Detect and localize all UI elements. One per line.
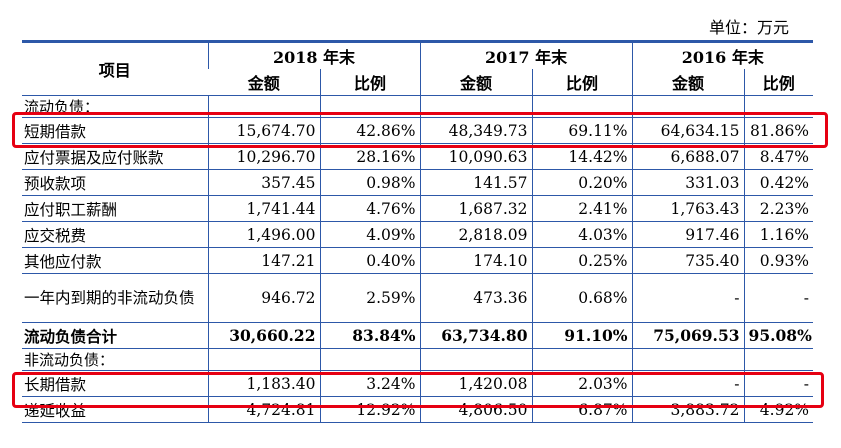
cell <box>743 95 814 118</box>
row-label: 非流动负债： <box>22 348 208 371</box>
table-row-total: 流动负债合计 30,660.22 83.84% 63,734.80 91.10%… <box>22 322 814 349</box>
header-year-2018: 2018 年末 <box>207 40 421 69</box>
cell: 15,674.70 <box>207 117 320 144</box>
cell: 1,687.32 <box>419 195 533 222</box>
cell: 48,349.73 <box>419 117 533 144</box>
header-ratio: 比例 <box>743 69 814 96</box>
highlight-box-short-term-loans <box>12 112 828 148</box>
header-amount: 金额 <box>208 69 320 96</box>
cell <box>319 95 421 118</box>
cell: 81.86% <box>743 117 814 144</box>
cell: 4,724.81 <box>207 396 320 423</box>
cell: 1,741.44 <box>207 195 320 222</box>
cell: 64,634.15 <box>631 117 745 144</box>
header-year-2017: 2017 年末 <box>419 40 633 69</box>
header-year-2016: 2016 年末 <box>631 40 814 69</box>
cell: 2,818.09 <box>419 221 533 248</box>
header-row-years: 项目 2018 年末 2017 年末 2016 年末 <box>22 40 814 96</box>
table-row: 应付职工薪酬 1,741.44 4.76% 1,687.32 2.41% 1,7… <box>22 195 814 222</box>
table-row: 应交税费 1,496.00 4.09% 2,818.09 4.03% 917.4… <box>22 221 814 248</box>
cell: 75,069.53 <box>631 322 745 349</box>
cell: 0.25% <box>531 247 633 274</box>
cell: 0.20% <box>531 169 633 196</box>
cell: - <box>743 273 814 323</box>
cell: 2.23% <box>743 195 814 222</box>
cell: 141.57 <box>419 169 533 196</box>
cell: 946.72 <box>207 273 320 323</box>
cell: 473.36 <box>419 273 533 323</box>
table-row: 其他应付款 147.21 0.40% 174.10 0.25% 735.40 0… <box>22 247 814 274</box>
cell <box>743 348 814 371</box>
row-label: 流动负债合计 <box>22 322 208 349</box>
cell: 63,734.80 <box>419 322 533 349</box>
cell: 0.42% <box>743 169 814 196</box>
cell: 0.93% <box>743 247 814 274</box>
cell: 30,660.22 <box>207 322 320 349</box>
row-label: 短期借款 <box>22 117 208 144</box>
row-label: 其他应付款 <box>22 247 208 274</box>
cell: 4.03% <box>531 221 633 248</box>
highlight-box-long-term-loans <box>12 372 824 408</box>
cell <box>207 348 320 371</box>
cell: 4.76% <box>319 195 421 222</box>
cell: 42.86% <box>319 117 421 144</box>
cell <box>631 95 745 118</box>
header-ratio: 比例 <box>531 69 633 96</box>
row-label: 一年内到期的非流动负债 <box>22 273 208 323</box>
cell: 357.45 <box>207 169 320 196</box>
cell: 2.41% <box>531 195 633 222</box>
cell <box>207 95 320 118</box>
cell: 0.40% <box>319 247 421 274</box>
section-row-current-liabilities: 流动负债： <box>22 95 814 118</box>
cell: 1,496.00 <box>207 221 320 248</box>
header-item: 项目 <box>22 40 208 96</box>
cell: 91.10% <box>531 322 633 349</box>
cell: 0.68% <box>531 273 633 323</box>
cell <box>631 348 745 371</box>
section-row-non-current-liabilities: 非流动负债： <box>22 348 814 371</box>
row-label: 预收款项 <box>22 169 208 196</box>
cell: 735.40 <box>631 247 745 274</box>
cell: 1,763.43 <box>631 195 745 222</box>
header-amount: 金额 <box>419 69 533 96</box>
row-label: 流动负债： <box>22 95 208 118</box>
row-label: 应付职工薪酬 <box>22 195 208 222</box>
cell <box>319 348 421 371</box>
cell <box>419 348 533 371</box>
cell: 174.10 <box>419 247 533 274</box>
table-row: 一年内到期的非流动负债 946.72 2.59% 473.36 0.68% - … <box>22 273 814 323</box>
table-row-short-term-loans: 短期借款 15,674.70 42.86% 48,349.73 69.11% 6… <box>22 117 814 144</box>
cell <box>531 95 633 118</box>
cell: 0.98% <box>319 169 421 196</box>
header-amount: 金额 <box>631 69 745 96</box>
row-label: 应交税费 <box>22 221 208 248</box>
unit-label: 单位：万元 <box>708 18 789 37</box>
liabilities-table: 项目 2018 年末 2017 年末 2016 年末 金额 比例 金额 比例 金… <box>22 40 814 423</box>
cell: - <box>631 273 745 323</box>
cell: 1.16% <box>743 221 814 248</box>
cell: 331.03 <box>631 169 745 196</box>
cell <box>419 95 533 118</box>
cell: 69.11% <box>531 117 633 144</box>
table-row: 递延收益 4,724.81 12.92% 4,806.50 6.87% 3,88… <box>22 396 814 423</box>
cell: 147.21 <box>207 247 320 274</box>
cell: 83.84% <box>319 322 421 349</box>
cell: 2.59% <box>319 273 421 323</box>
cell <box>531 348 633 371</box>
cell: 4.09% <box>319 221 421 248</box>
header-ratio: 比例 <box>319 69 421 96</box>
cell: 917.46 <box>631 221 745 248</box>
table-row: 预收款项 357.45 0.98% 141.57 0.20% 331.03 0.… <box>22 169 814 196</box>
cell: 95.08% <box>743 322 814 349</box>
